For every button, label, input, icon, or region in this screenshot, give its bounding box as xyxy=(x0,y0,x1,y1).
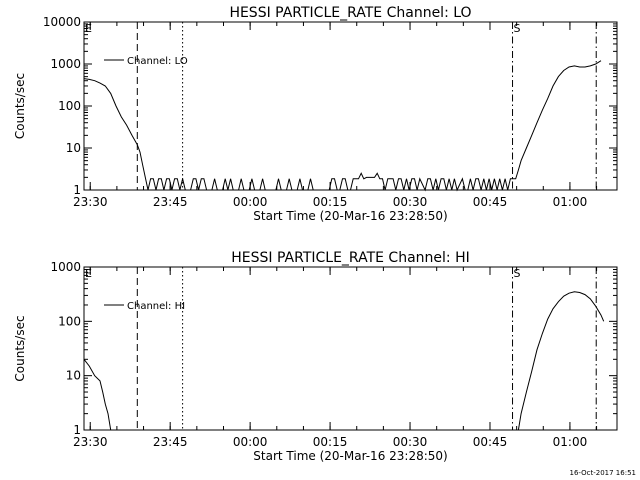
x-tick-label: 23:30 xyxy=(73,435,108,449)
y-axis-label: Counts/sec xyxy=(13,73,27,139)
x-tick-label: 00:30 xyxy=(393,195,428,209)
x-tick-label: 01:00 xyxy=(553,435,588,449)
y-tick-label: 10 xyxy=(66,369,81,383)
chart-title: HESSI PARTICLE_RATE Channel: HI xyxy=(231,250,469,266)
y-axis-label: Counts/sec xyxy=(13,315,27,381)
lo-channel-panel: HESSI PARTICLE_RATE Channel: LO 1 10 100 100… xyxy=(13,5,618,223)
x-tick-label: 23:45 xyxy=(153,435,188,449)
y-tick-label: 10000 xyxy=(43,15,81,29)
x-tick-label: 00:30 xyxy=(393,435,428,449)
y-tick-label: 1000 xyxy=(50,260,81,274)
y-tick-label: 100 xyxy=(58,99,81,113)
x-tick-label: 00:45 xyxy=(473,435,508,449)
series-line xyxy=(83,358,112,431)
timestamp: 16-Oct-2017 16:51 xyxy=(570,469,636,477)
event-marker-label: E xyxy=(85,267,92,280)
x-tick-label: 23:45 xyxy=(153,195,188,209)
x-tick-label: 01:00 xyxy=(553,195,588,209)
x-axis-label: Start Time (20-Mar-16 23:28:50) xyxy=(253,209,447,223)
y-tick-label: 1 xyxy=(73,423,81,437)
legend-entry: Channel: LO xyxy=(127,56,188,67)
y-tick-label: 10 xyxy=(66,141,81,155)
x-tick-label: 23:30 xyxy=(73,195,108,209)
x-axis-label: Start Time (20-Mar-16 23:28:50) xyxy=(253,449,447,463)
y-tick-label: 1000 xyxy=(50,57,81,71)
x-tick-label: 00:00 xyxy=(233,435,268,449)
hi-channel-panel: HESSI PARTICLE_RATE Channel: HI 1 10 100 100… xyxy=(13,250,618,463)
x-tick-label: 00:15 xyxy=(313,435,348,449)
y-tick-label: 1 xyxy=(73,183,81,197)
plot-frame xyxy=(83,21,618,191)
chart-title: HESSI PARTICLE_RATE Channel: LO xyxy=(229,5,471,21)
series-line xyxy=(83,60,602,192)
x-tick-label: 00:00 xyxy=(233,195,268,209)
x-tick-label: 00:45 xyxy=(473,195,508,209)
series-line xyxy=(517,291,605,431)
y-tick-label: 100 xyxy=(58,314,81,328)
event-marker-label: S xyxy=(514,267,521,280)
legend-entry: Channel: HI xyxy=(127,301,185,312)
x-tick-label: 00:15 xyxy=(313,195,348,209)
event-marker-label: S xyxy=(514,22,521,35)
event-marker-label: E xyxy=(85,22,92,35)
